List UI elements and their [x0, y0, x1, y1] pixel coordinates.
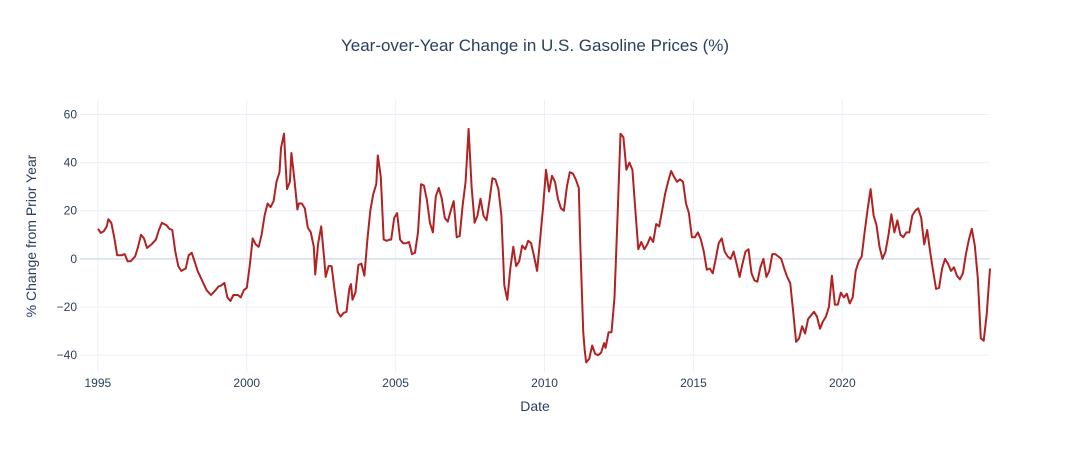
chart-title: Year-over-Year Change in U.S. Gasoline P… [341, 36, 729, 55]
x-tick-label: 2010 [531, 376, 558, 390]
y-tick-label: 60 [64, 107, 78, 121]
grid-layer [80, 100, 990, 372]
series-layer [97, 127, 991, 364]
tick-layer: 1995 2000 2005 2010 2015 2020 −40 −20 0 20 40 60 [57, 107, 856, 390]
series-line [97, 127, 991, 364]
x-tick-label: 2005 [382, 376, 409, 390]
x-axis-title: Date [520, 398, 550, 414]
y-axis-title: % Change from Prior Year [23, 154, 39, 317]
y-tick-label: −20 [57, 300, 78, 314]
x-tick-label: 1995 [85, 376, 112, 390]
x-tick-label: 2020 [829, 376, 856, 390]
y-tick-label: 20 [64, 204, 78, 218]
y-tick-label: 40 [64, 156, 78, 170]
y-tick-label: −40 [57, 348, 78, 362]
x-tick-label: 2000 [233, 376, 260, 390]
x-tick-label: 2015 [680, 376, 707, 390]
y-tick-label: 0 [70, 252, 77, 266]
